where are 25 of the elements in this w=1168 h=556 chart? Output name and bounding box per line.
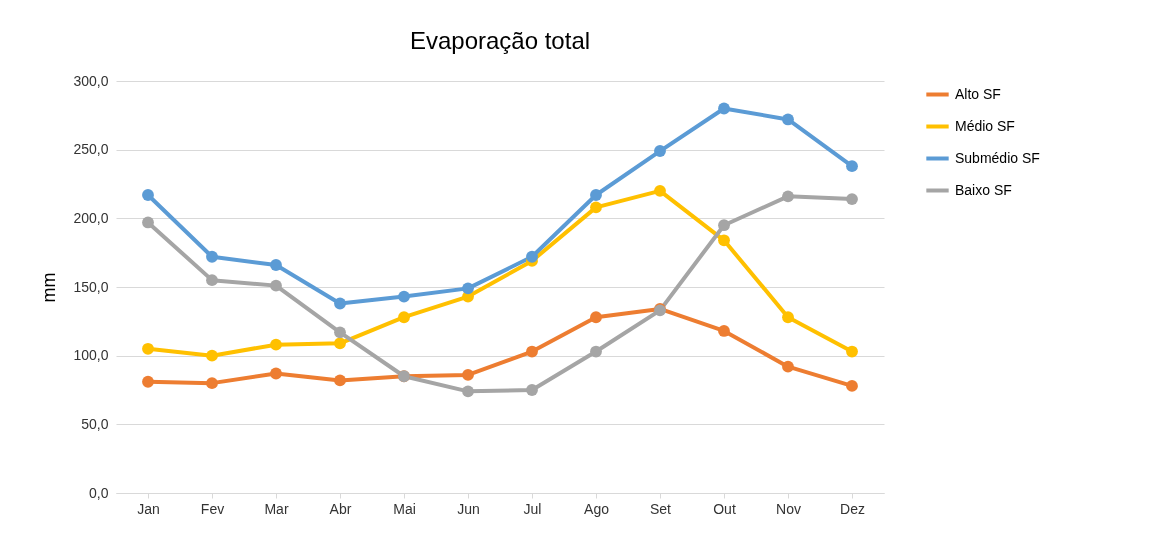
x-tick-label: Out bbox=[713, 500, 736, 517]
y-tick-label: 250,0 bbox=[73, 141, 109, 158]
y-tick-label: 0,0 bbox=[89, 484, 109, 501]
x-tick-label: Jun bbox=[457, 500, 480, 517]
x-tick-label: Set bbox=[649, 500, 672, 517]
x-tick-label: Jul bbox=[523, 500, 542, 517]
x-tick-label: Fev bbox=[200, 500, 225, 517]
legend-label: Baixo SF bbox=[955, 181, 1012, 198]
x-tick-label: Jan bbox=[137, 500, 160, 517]
legend-label: Submédio SF bbox=[955, 149, 1040, 166]
x-tick-label: Abr bbox=[329, 500, 352, 517]
x-tick-label: Dez bbox=[840, 500, 865, 517]
y-tick-label: 150,0 bbox=[73, 278, 109, 295]
y-tick-label: 200,0 bbox=[73, 209, 109, 226]
y-axis-title: mm bbox=[39, 272, 60, 303]
y-tick-label: 300,0 bbox=[73, 72, 109, 89]
y-tick-label: 100,0 bbox=[73, 347, 109, 364]
x-tick-label: Nov bbox=[776, 500, 801, 517]
chart-title: Evaporação total bbox=[409, 27, 591, 54]
x-tick-label: Mai bbox=[393, 500, 416, 517]
x-tick-label: Ago bbox=[584, 500, 610, 517]
x-tick-label: Mar bbox=[264, 500, 289, 517]
y-tick-label: 50,0 bbox=[81, 415, 109, 432]
legend-label: Médio SF bbox=[955, 117, 1015, 134]
legend-label: Alto SF bbox=[955, 85, 1001, 102]
